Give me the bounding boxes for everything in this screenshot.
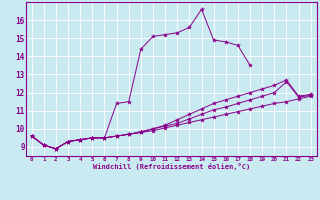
X-axis label: Windchill (Refroidissement éolien,°C): Windchill (Refroidissement éolien,°C) (92, 163, 250, 170)
